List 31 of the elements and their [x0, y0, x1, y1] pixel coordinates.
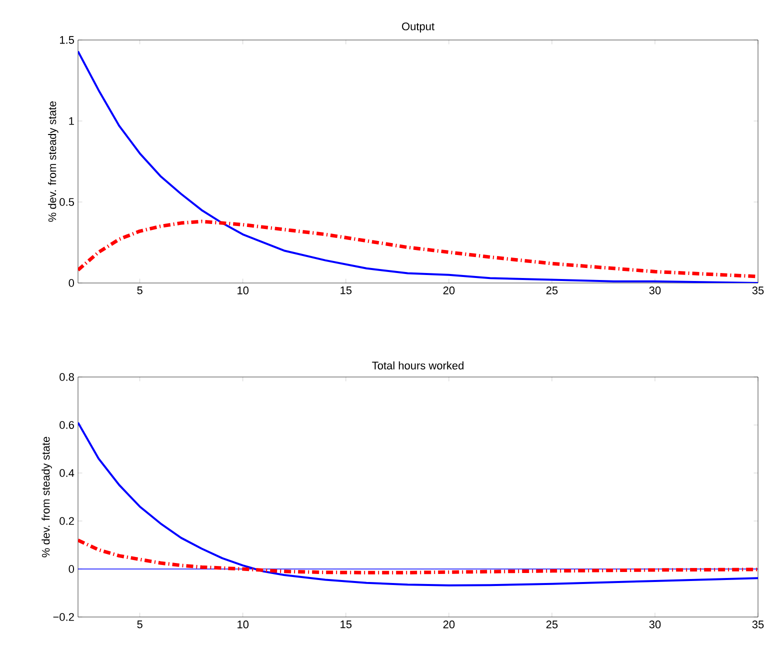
y-tick-label: 0 — [68, 565, 74, 573]
y-tick-label: 1 — [69, 117, 74, 125]
chart-title: Total hours worked — [372, 361, 464, 370]
x-tick-label: 5 — [137, 286, 142, 294]
x-tick-label: 25 — [546, 620, 558, 628]
y-tick-label: 0.4 — [60, 469, 74, 477]
x-tick-label: 30 — [649, 620, 661, 628]
x-tick-label: 15 — [340, 620, 352, 628]
y-tick-label: 0 — [68, 279, 74, 287]
line-series — [78, 50, 758, 283]
y-tick-label: 0.8 — [60, 373, 74, 381]
line-series — [78, 538, 758, 574]
x-tick-label: 20 — [443, 286, 455, 294]
x-tick-label: 15 — [340, 286, 352, 294]
y-axis-title: % dev. from steady state — [48, 101, 58, 222]
chart-title: Output — [402, 22, 434, 32]
x-tick-label: 35 — [752, 620, 764, 628]
y-tick-label: 0.6 — [60, 421, 74, 429]
x-tick-label: 30 — [649, 286, 661, 294]
y-tick-label: −0.2 — [53, 613, 74, 621]
y-axis-title: % dev. from steady state — [42, 436, 52, 558]
x-tick-label: 5 — [137, 620, 142, 628]
y-tick-label: 0.2 — [60, 517, 74, 525]
x-tick-label: 35 — [752, 286, 764, 294]
x-tick-label: 10 — [238, 620, 249, 628]
x-tick-label: 25 — [546, 286, 558, 294]
y-tick-label: 0.5 — [60, 198, 74, 206]
y-tick-label: 1.5 — [60, 36, 74, 44]
x-tick-label: 20 — [443, 620, 455, 628]
x-tick-label: 10 — [238, 286, 249, 294]
line-series — [78, 422, 758, 586]
